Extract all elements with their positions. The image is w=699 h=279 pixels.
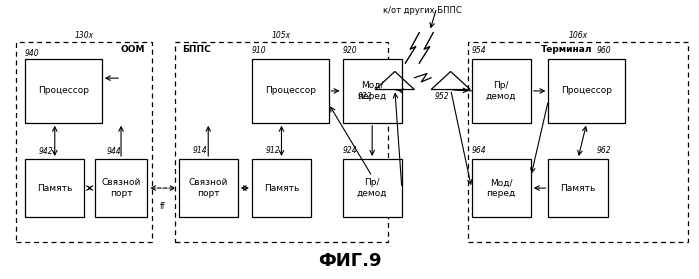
Text: Процессор: Процессор	[38, 86, 89, 95]
Text: 910: 910	[252, 46, 266, 55]
Text: 922: 922	[357, 92, 372, 101]
FancyBboxPatch shape	[472, 59, 531, 123]
Text: 106x: 106x	[568, 31, 588, 40]
Text: Мод/
перед: Мод/ перед	[358, 81, 387, 101]
FancyBboxPatch shape	[343, 59, 402, 123]
FancyBboxPatch shape	[548, 59, 625, 123]
Text: 924: 924	[343, 146, 357, 155]
FancyBboxPatch shape	[25, 159, 85, 217]
Text: БППС: БППС	[182, 45, 211, 54]
Text: 952: 952	[435, 92, 449, 101]
FancyBboxPatch shape	[95, 159, 147, 217]
Text: Мод/
перед: Мод/ перед	[487, 178, 516, 198]
FancyBboxPatch shape	[178, 159, 238, 217]
FancyBboxPatch shape	[252, 59, 329, 123]
Text: 962: 962	[597, 146, 612, 155]
FancyBboxPatch shape	[252, 159, 311, 217]
Text: 914: 914	[192, 146, 207, 155]
Text: Пр/
демод: Пр/ демод	[486, 81, 517, 101]
Text: ff: ff	[160, 202, 166, 211]
Text: 944: 944	[106, 147, 121, 156]
Text: 960: 960	[597, 46, 612, 55]
FancyBboxPatch shape	[343, 159, 402, 217]
Text: 130x: 130x	[75, 31, 94, 40]
FancyBboxPatch shape	[25, 59, 102, 123]
Text: Связной
порт: Связной порт	[189, 178, 228, 198]
Text: 105x: 105x	[272, 31, 291, 40]
Text: Процессор: Процессор	[265, 86, 316, 95]
Text: 912: 912	[266, 146, 280, 155]
Text: Пр/
демод: Пр/ демод	[357, 178, 387, 198]
Text: Память: Память	[264, 184, 299, 193]
FancyBboxPatch shape	[472, 159, 531, 217]
Text: Память: Память	[37, 184, 73, 193]
Text: 942: 942	[38, 147, 53, 156]
Text: 940: 940	[25, 49, 40, 57]
Text: ООМ: ООМ	[121, 45, 145, 54]
Text: к/от других БППС: к/от других БППС	[383, 6, 462, 15]
FancyBboxPatch shape	[548, 159, 607, 217]
Text: Память: Память	[561, 184, 596, 193]
Text: 920: 920	[343, 46, 357, 55]
Text: 954: 954	[472, 46, 487, 55]
Text: 964: 964	[472, 146, 487, 155]
Text: Терминал: Терминал	[541, 45, 593, 54]
Text: ФИГ.9: ФИГ.9	[318, 252, 381, 270]
Text: Связной
порт: Связной порт	[101, 178, 140, 198]
Text: Процессор: Процессор	[561, 86, 612, 95]
